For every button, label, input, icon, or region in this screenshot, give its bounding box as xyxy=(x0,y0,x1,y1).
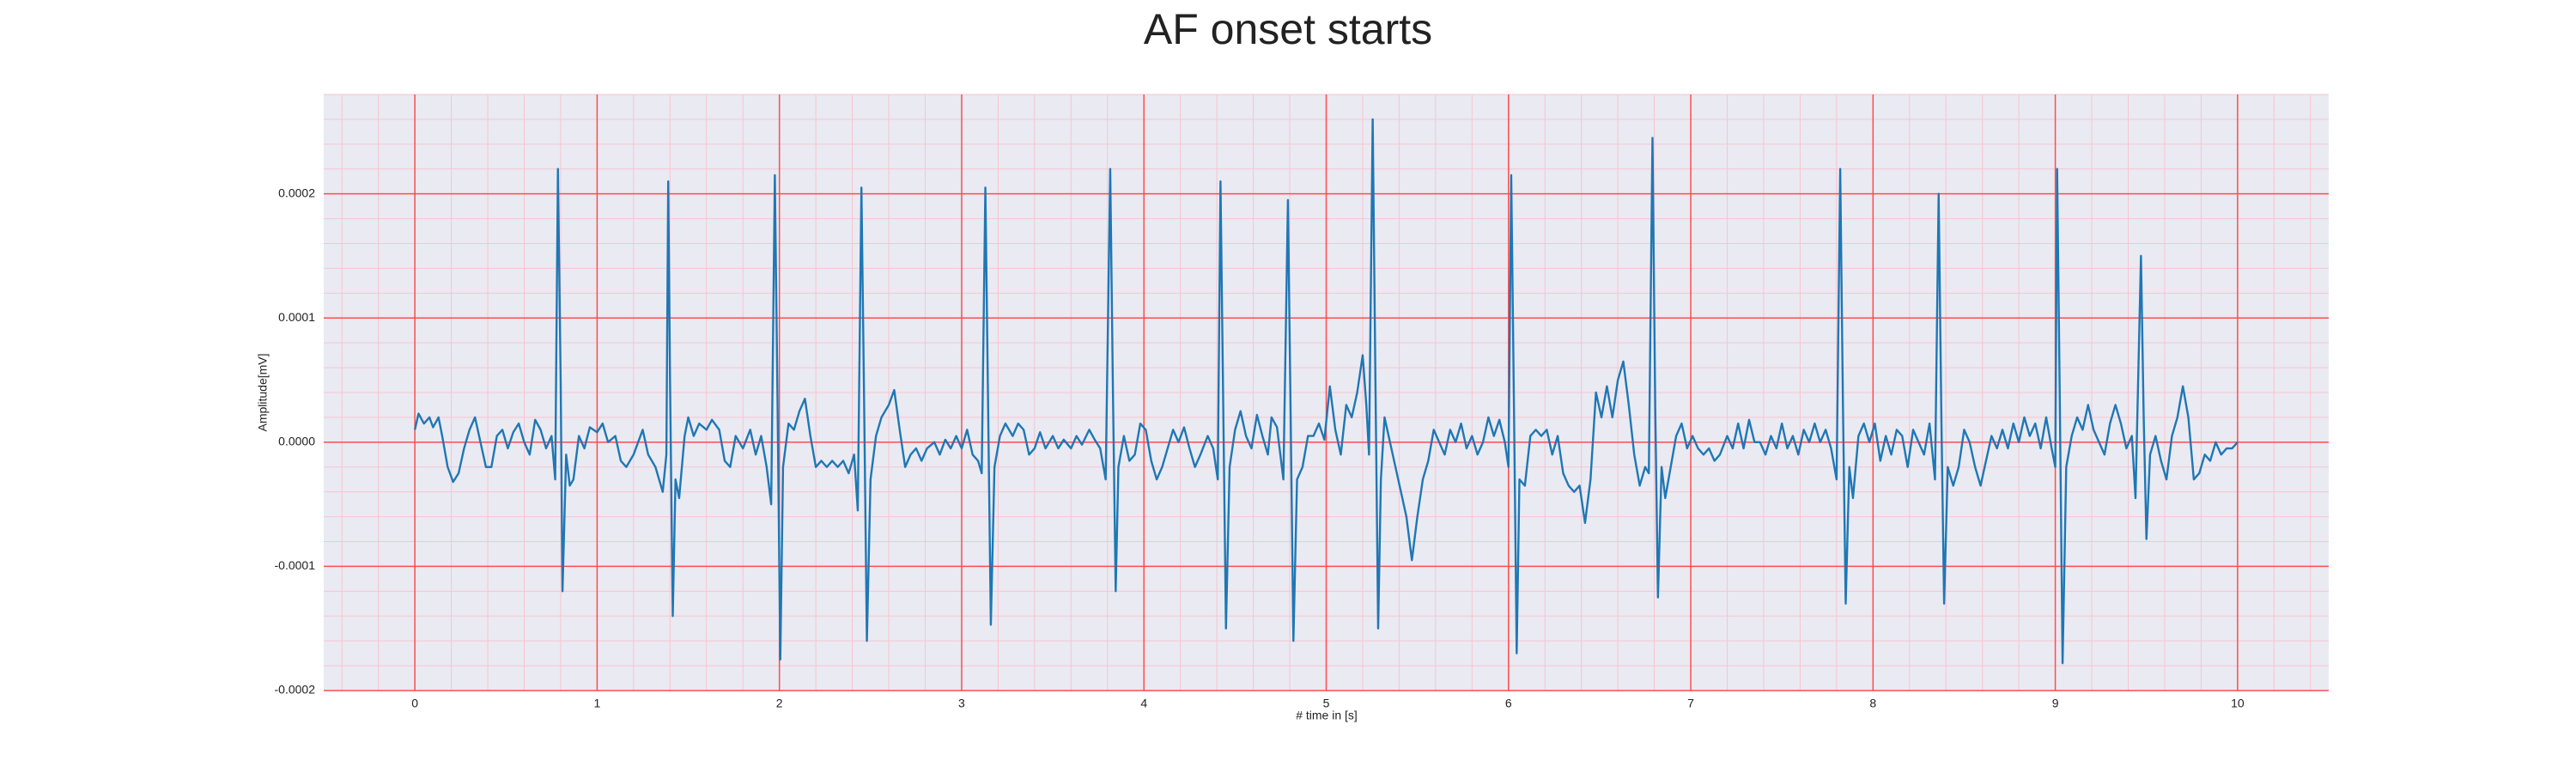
y-tick-label: 0.0001 xyxy=(278,310,315,324)
x-tick-label: 4 xyxy=(1140,697,1147,710)
signal-line xyxy=(413,118,2239,665)
x-tick-label: 1 xyxy=(594,697,601,710)
x-tick-label: 2 xyxy=(776,697,783,710)
x-tick-label: 6 xyxy=(1505,697,1512,710)
y-tick-label: -0.0002 xyxy=(275,683,316,697)
chart-title: AF onset starts xyxy=(1144,5,1432,53)
y-tick-label: 0.0002 xyxy=(278,186,315,199)
x-tick-label: 0 xyxy=(411,697,418,710)
x-tick-label: 8 xyxy=(1869,697,1876,710)
y-tick-label: -0.0001 xyxy=(275,558,316,572)
x-tick-label: 10 xyxy=(2231,697,2245,710)
x-tick-label: 9 xyxy=(2052,697,2059,710)
y-tick-label: 0.0000 xyxy=(278,435,315,448)
y-axis-label: Amplitude[mV] xyxy=(256,353,270,431)
x-axis-label: # time in [s] xyxy=(1296,709,1358,722)
x-tick-label: 7 xyxy=(1687,697,1694,710)
x-tick-label: 5 xyxy=(1323,697,1330,710)
x-tick-label: 3 xyxy=(958,697,965,710)
